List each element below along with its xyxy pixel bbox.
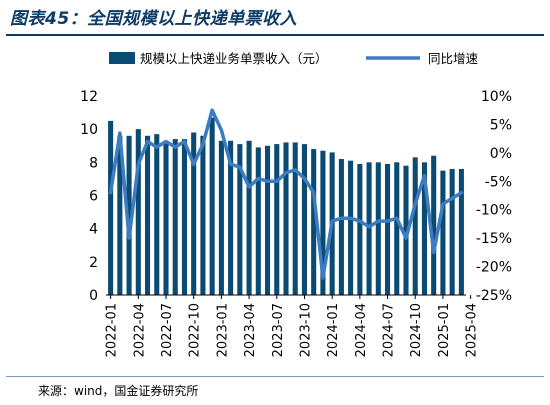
chart-legend: 规模以上快递业务单票收入（元） 同比增速 xyxy=(109,51,479,66)
bar-34 xyxy=(421,162,427,295)
x-tick-label: 2024-01 xyxy=(326,303,341,357)
x-tick-label: 2022-01 xyxy=(105,303,120,357)
bar-5 xyxy=(154,134,160,295)
x-tick-label: 2023-04 xyxy=(243,303,258,357)
y-left-tick-label: 8 xyxy=(89,155,98,171)
footer-divider xyxy=(6,376,544,377)
bar-14 xyxy=(237,144,243,295)
bar-10 xyxy=(200,135,206,295)
y-left-tick-label: 4 xyxy=(89,222,98,238)
bar-18 xyxy=(274,144,280,295)
x-tick-label: 2022-04 xyxy=(132,303,147,357)
x-tick-label: 2022-10 xyxy=(188,303,203,357)
bar-2 xyxy=(126,135,132,295)
bar-27 xyxy=(357,163,363,295)
y-right-tick-label: 0% xyxy=(490,146,512,162)
bar-19 xyxy=(283,142,289,295)
legend-line-label: 同比增速 xyxy=(428,51,479,66)
x-tick-label: 2024-04 xyxy=(354,303,369,357)
x-tick-label: 2024-07 xyxy=(382,303,397,357)
bar-25 xyxy=(338,159,344,295)
y-right-tick-label: -20% xyxy=(476,260,512,276)
y-left-tick-label: 6 xyxy=(89,189,98,205)
bar-35 xyxy=(431,155,437,295)
bar-26 xyxy=(348,160,354,295)
figure-title: 图表45：全国规模以上快递单票收入 xyxy=(10,9,298,29)
y-left-tick-label: 0 xyxy=(89,288,98,304)
bar-17 xyxy=(265,145,271,295)
bar-11 xyxy=(209,117,215,295)
bar-28 xyxy=(366,162,372,295)
bar-8 xyxy=(181,139,187,295)
y-left-tick-label: 10 xyxy=(80,122,98,138)
x-tick-label: 2023-01 xyxy=(215,303,230,357)
chart-axes: 0 2 4 6 8 10 12 -25% -20% -15% -10% -5% 0% 5% 10% 2022-… xyxy=(80,89,512,357)
bar-32 xyxy=(403,165,409,295)
legend-bar-swatch xyxy=(109,52,135,64)
bar-7 xyxy=(172,139,178,295)
legend-bar-label: 规模以上快递业务单票收入（元） xyxy=(140,51,328,66)
bar-36 xyxy=(440,170,446,296)
y-right-tick-label: 5% xyxy=(490,117,512,133)
bar-33 xyxy=(412,157,418,295)
bar-0 xyxy=(108,120,114,296)
bar-23 xyxy=(320,150,326,295)
y-left-tick-label: 12 xyxy=(80,89,98,105)
bar-31 xyxy=(394,162,400,295)
x-tick-label: 2023-10 xyxy=(298,303,313,357)
y-right-tick-label: -5% xyxy=(485,174,512,190)
bar-13 xyxy=(228,140,234,295)
bar-30 xyxy=(385,163,391,295)
bar-37 xyxy=(449,168,455,295)
title-divider xyxy=(6,34,544,36)
x-tick-label: 2025-04 xyxy=(465,303,480,357)
y-left-tick-label: 2 xyxy=(89,255,98,271)
x-tick-label: 2024-10 xyxy=(409,303,424,357)
bar-4 xyxy=(145,135,151,295)
bar-22 xyxy=(311,149,317,295)
bar-9 xyxy=(191,132,197,295)
source-note: 来源：wind，国金证券研究所 xyxy=(38,384,199,398)
y-right-tick-label: -25% xyxy=(476,288,512,304)
y-right-tick-label: -15% xyxy=(476,231,512,247)
x-tick-label: 2023-07 xyxy=(271,303,286,357)
bar-15 xyxy=(246,140,252,295)
x-tick-label: 2022-07 xyxy=(160,303,175,357)
y-right-tick-label: -10% xyxy=(476,203,512,219)
bar-6 xyxy=(163,140,169,295)
bar-12 xyxy=(218,140,224,295)
bar-29 xyxy=(375,162,381,295)
bar-38 xyxy=(458,168,464,295)
bar-21 xyxy=(301,144,307,295)
bar-1 xyxy=(117,135,123,295)
bar-16 xyxy=(255,147,261,295)
line-series-layer xyxy=(108,108,464,280)
bar-3 xyxy=(135,129,141,295)
bar-20 xyxy=(292,142,298,295)
y-right-tick-label: 10% xyxy=(481,89,512,105)
x-tick-label: 2025-01 xyxy=(437,303,452,357)
